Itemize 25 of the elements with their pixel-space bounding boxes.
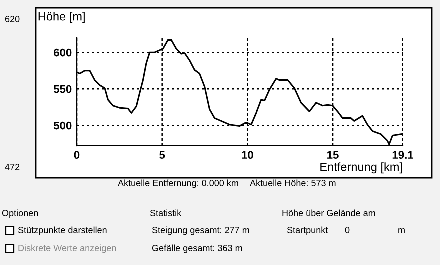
x-tick-label: 0 bbox=[74, 151, 80, 160]
text: Diskrete Werte anzeigen bbox=[18, 244, 116, 254]
text: Steigung gesamt: 277 m bbox=[152, 226, 250, 236]
text: Aktuelle Höhe: 573 m bbox=[250, 180, 336, 186]
text: Höhe über Gelände am bbox=[282, 210, 376, 216]
y-tick-label: 500 bbox=[54, 122, 72, 130]
text: Statistik bbox=[150, 210, 182, 216]
x-axis-title: Entfernung [km] bbox=[320, 162, 402, 174]
text: 472 bbox=[5, 164, 20, 170]
x-tick-label: 5 bbox=[160, 151, 166, 160]
y-tick-label: 600 bbox=[54, 48, 72, 57]
text: Stützpunkte darstellen bbox=[18, 226, 107, 236]
text: 620 bbox=[5, 16, 20, 22]
x-tick-label: 15 bbox=[328, 151, 339, 160]
text: m bbox=[398, 228, 405, 234]
text: 0 bbox=[345, 227, 350, 234]
x-tick-label: 19.1 bbox=[392, 151, 414, 160]
y-axis-title: Höhe [m] bbox=[38, 12, 85, 24]
text: Optionen bbox=[2, 210, 38, 218]
text: Gefälle gesamt: 363 m bbox=[152, 244, 242, 254]
text: Startpunkt bbox=[287, 226, 328, 236]
y-tick-label: 550 bbox=[54, 85, 72, 94]
x-tick-label: 10 bbox=[242, 151, 254, 160]
text: Aktuelle Entfernung: 0.000 km bbox=[118, 180, 238, 188]
line-series bbox=[77, 39, 402, 146]
